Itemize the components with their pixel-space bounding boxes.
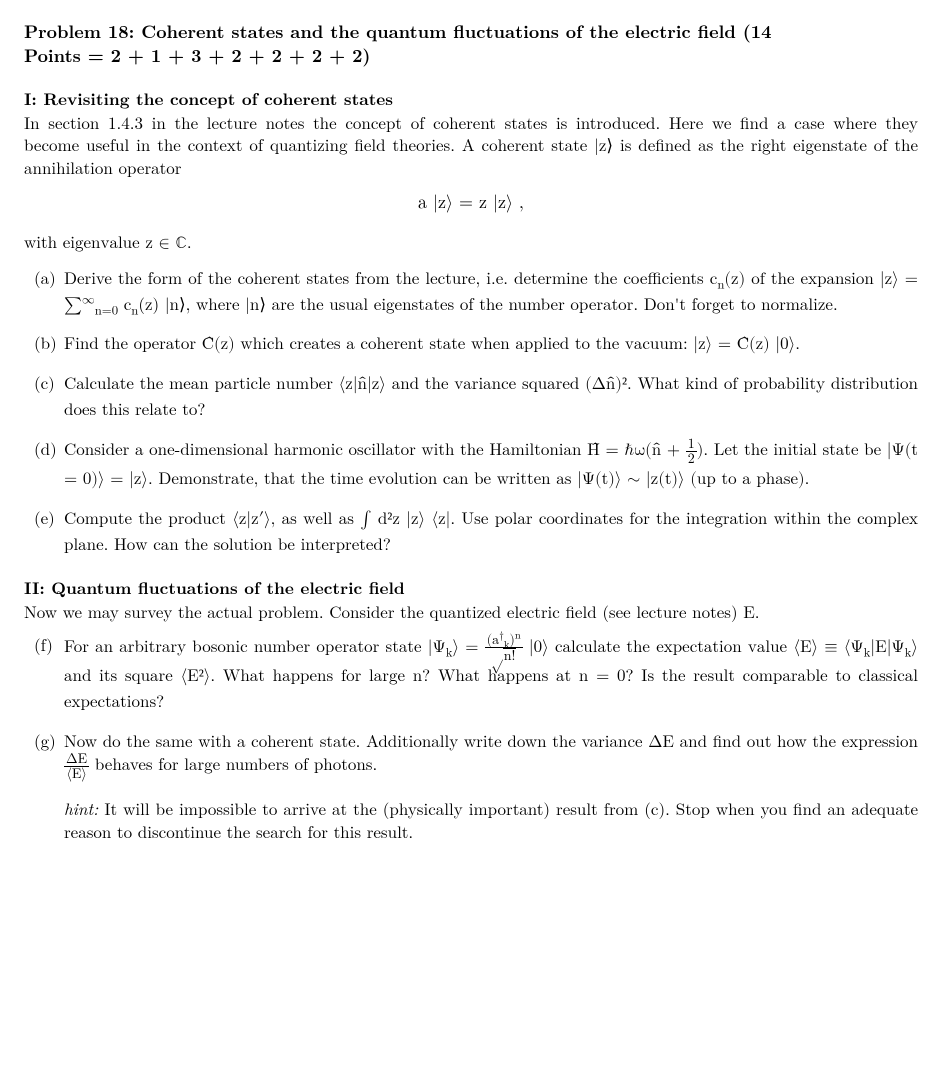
- item-b-text: Find the operator Ĉ(z) which creates a c…: [64, 336, 800, 353]
- frac-adag-n: n: [515, 631, 521, 641]
- item-a: (a) Derive the form of the coherent stat…: [24, 266, 918, 318]
- frac-adag-pre: (a: [487, 633, 499, 647]
- item-d-t1: Consider a one-dimensional harmonic osci…: [64, 442, 686, 459]
- item-g: (g) Now do the same with a coherent stat…: [24, 729, 918, 843]
- item-c: (c) Calculate the mean particle number ⟨…: [24, 371, 918, 423]
- frac-adag-num: (a†k)n: [485, 633, 523, 648]
- section-1-heading: I: Revisiting the concept of coherent st…: [24, 87, 393, 111]
- item-f-text: For an arbitrary bosonic number operator…: [64, 633, 918, 712]
- item-f-label: (f): [34, 633, 60, 656]
- item-c-text: Calculate the mean particle number ⟨z|n̂…: [64, 376, 918, 419]
- part-1-list: (a) Derive the form of the coherent stat…: [24, 266, 918, 559]
- equation-coherent-def: a |z⟩ = z |z⟩ ,: [24, 191, 918, 215]
- frac-adag-root: √: [491, 649, 503, 663]
- hint-text: It will be impossible to arrive at the (…: [64, 796, 918, 843]
- problem-title: Problem 18: Coherent states and the quan…: [24, 20, 918, 69]
- title-line-2: Points = 2 + 1 + 3 + 2 + 2 + 2 + 2): [24, 43, 370, 68]
- item-g-t2: behaves for large numbers of photons.: [89, 751, 377, 775]
- title-line-1: Problem 18: Coherent states and the quan…: [24, 19, 771, 44]
- item-d-text: Consider a one-dimensional harmonic osci…: [64, 436, 918, 489]
- item-a-text: Derive the form of the coherent states f…: [64, 265, 918, 315]
- section-2-intro: Now we may survey the actual problem. Co…: [24, 599, 760, 623]
- item-f: (f) For an arbitrary bosonic number oper…: [24, 633, 918, 715]
- item-f-mid3: |E|Ψ: [870, 639, 904, 656]
- item-a-t2: (z) |n⟩, where |n⟩ are the usual eigenst…: [138, 291, 837, 315]
- item-g-text: Now do the same with a coherent state. A…: [64, 728, 918, 775]
- item-e: (e) Compute the product ⟨z|z′⟩, as well …: [24, 506, 918, 558]
- frac-half: 12: [686, 437, 697, 466]
- item-d-label: (d): [34, 437, 60, 460]
- item-a-label: (a): [34, 266, 60, 289]
- frac-de-over-e: ΔE⟨E⟩: [64, 752, 89, 781]
- frac-adag: (a†k)n√n!: [485, 633, 523, 663]
- frac-adag-den: √n!: [485, 648, 523, 663]
- frac-half-den: 2: [686, 452, 697, 466]
- section-1-block: I: Revisiting the concept of coherent st…: [24, 87, 918, 180]
- item-a-sumsup: ∞: [82, 294, 95, 306]
- item-c-label: (c): [34, 371, 60, 394]
- frac-de-num: ΔE: [64, 752, 89, 767]
- part-2-list: (f) For an arbitrary bosonic number oper…: [24, 633, 918, 843]
- section-1-post-eqn: with eigenvalue z ∈ ℂ.: [24, 230, 918, 256]
- hint-label: hint:: [64, 796, 98, 820]
- item-f-mid1: ⟩ =: [452, 639, 484, 656]
- item-f-mid2: |0⟩ calculate the expectation value ⟨E⟩ …: [523, 639, 864, 656]
- frac-half-num: 1: [686, 437, 697, 452]
- item-g-t1: Now do the same with a coherent state. A…: [64, 728, 918, 752]
- item-a-t1: Derive the form of the coherent states f…: [64, 265, 717, 289]
- item-g-label: (g): [34, 729, 60, 752]
- item-e-label: (e): [34, 506, 60, 529]
- item-a-sumsub: n=0: [95, 305, 118, 317]
- section-2-block: II: Quantum fluctuations of the electric…: [24, 576, 918, 623]
- section-1-intro: In section 1.4.3 in the lecture notes th…: [24, 110, 918, 180]
- item-f-t1: For an arbitrary bosonic number operator…: [64, 633, 446, 657]
- item-e-text: Compute the product ⟨z|z′⟩, as well as ∫…: [64, 511, 918, 554]
- eigenvalue-stmt: with eigenvalue z ∈ ℂ.: [24, 235, 192, 252]
- item-b: (b) Find the operator Ĉ(z) which creates…: [24, 331, 918, 357]
- item-b-label: (b): [34, 331, 60, 354]
- item-d: (d) Consider a one-dimensional harmonic …: [24, 437, 918, 492]
- frac-de-den: ⟨E⟩: [64, 767, 89, 781]
- frac-adag-nfact: n!: [503, 648, 517, 663]
- item-hint: hint: It will be impossible to arrive at…: [64, 796, 918, 843]
- section-2-heading: II: Quantum fluctuations of the electric…: [24, 576, 405, 600]
- item-a-mid2: c: [118, 297, 131, 314]
- spacer: [64, 781, 918, 797]
